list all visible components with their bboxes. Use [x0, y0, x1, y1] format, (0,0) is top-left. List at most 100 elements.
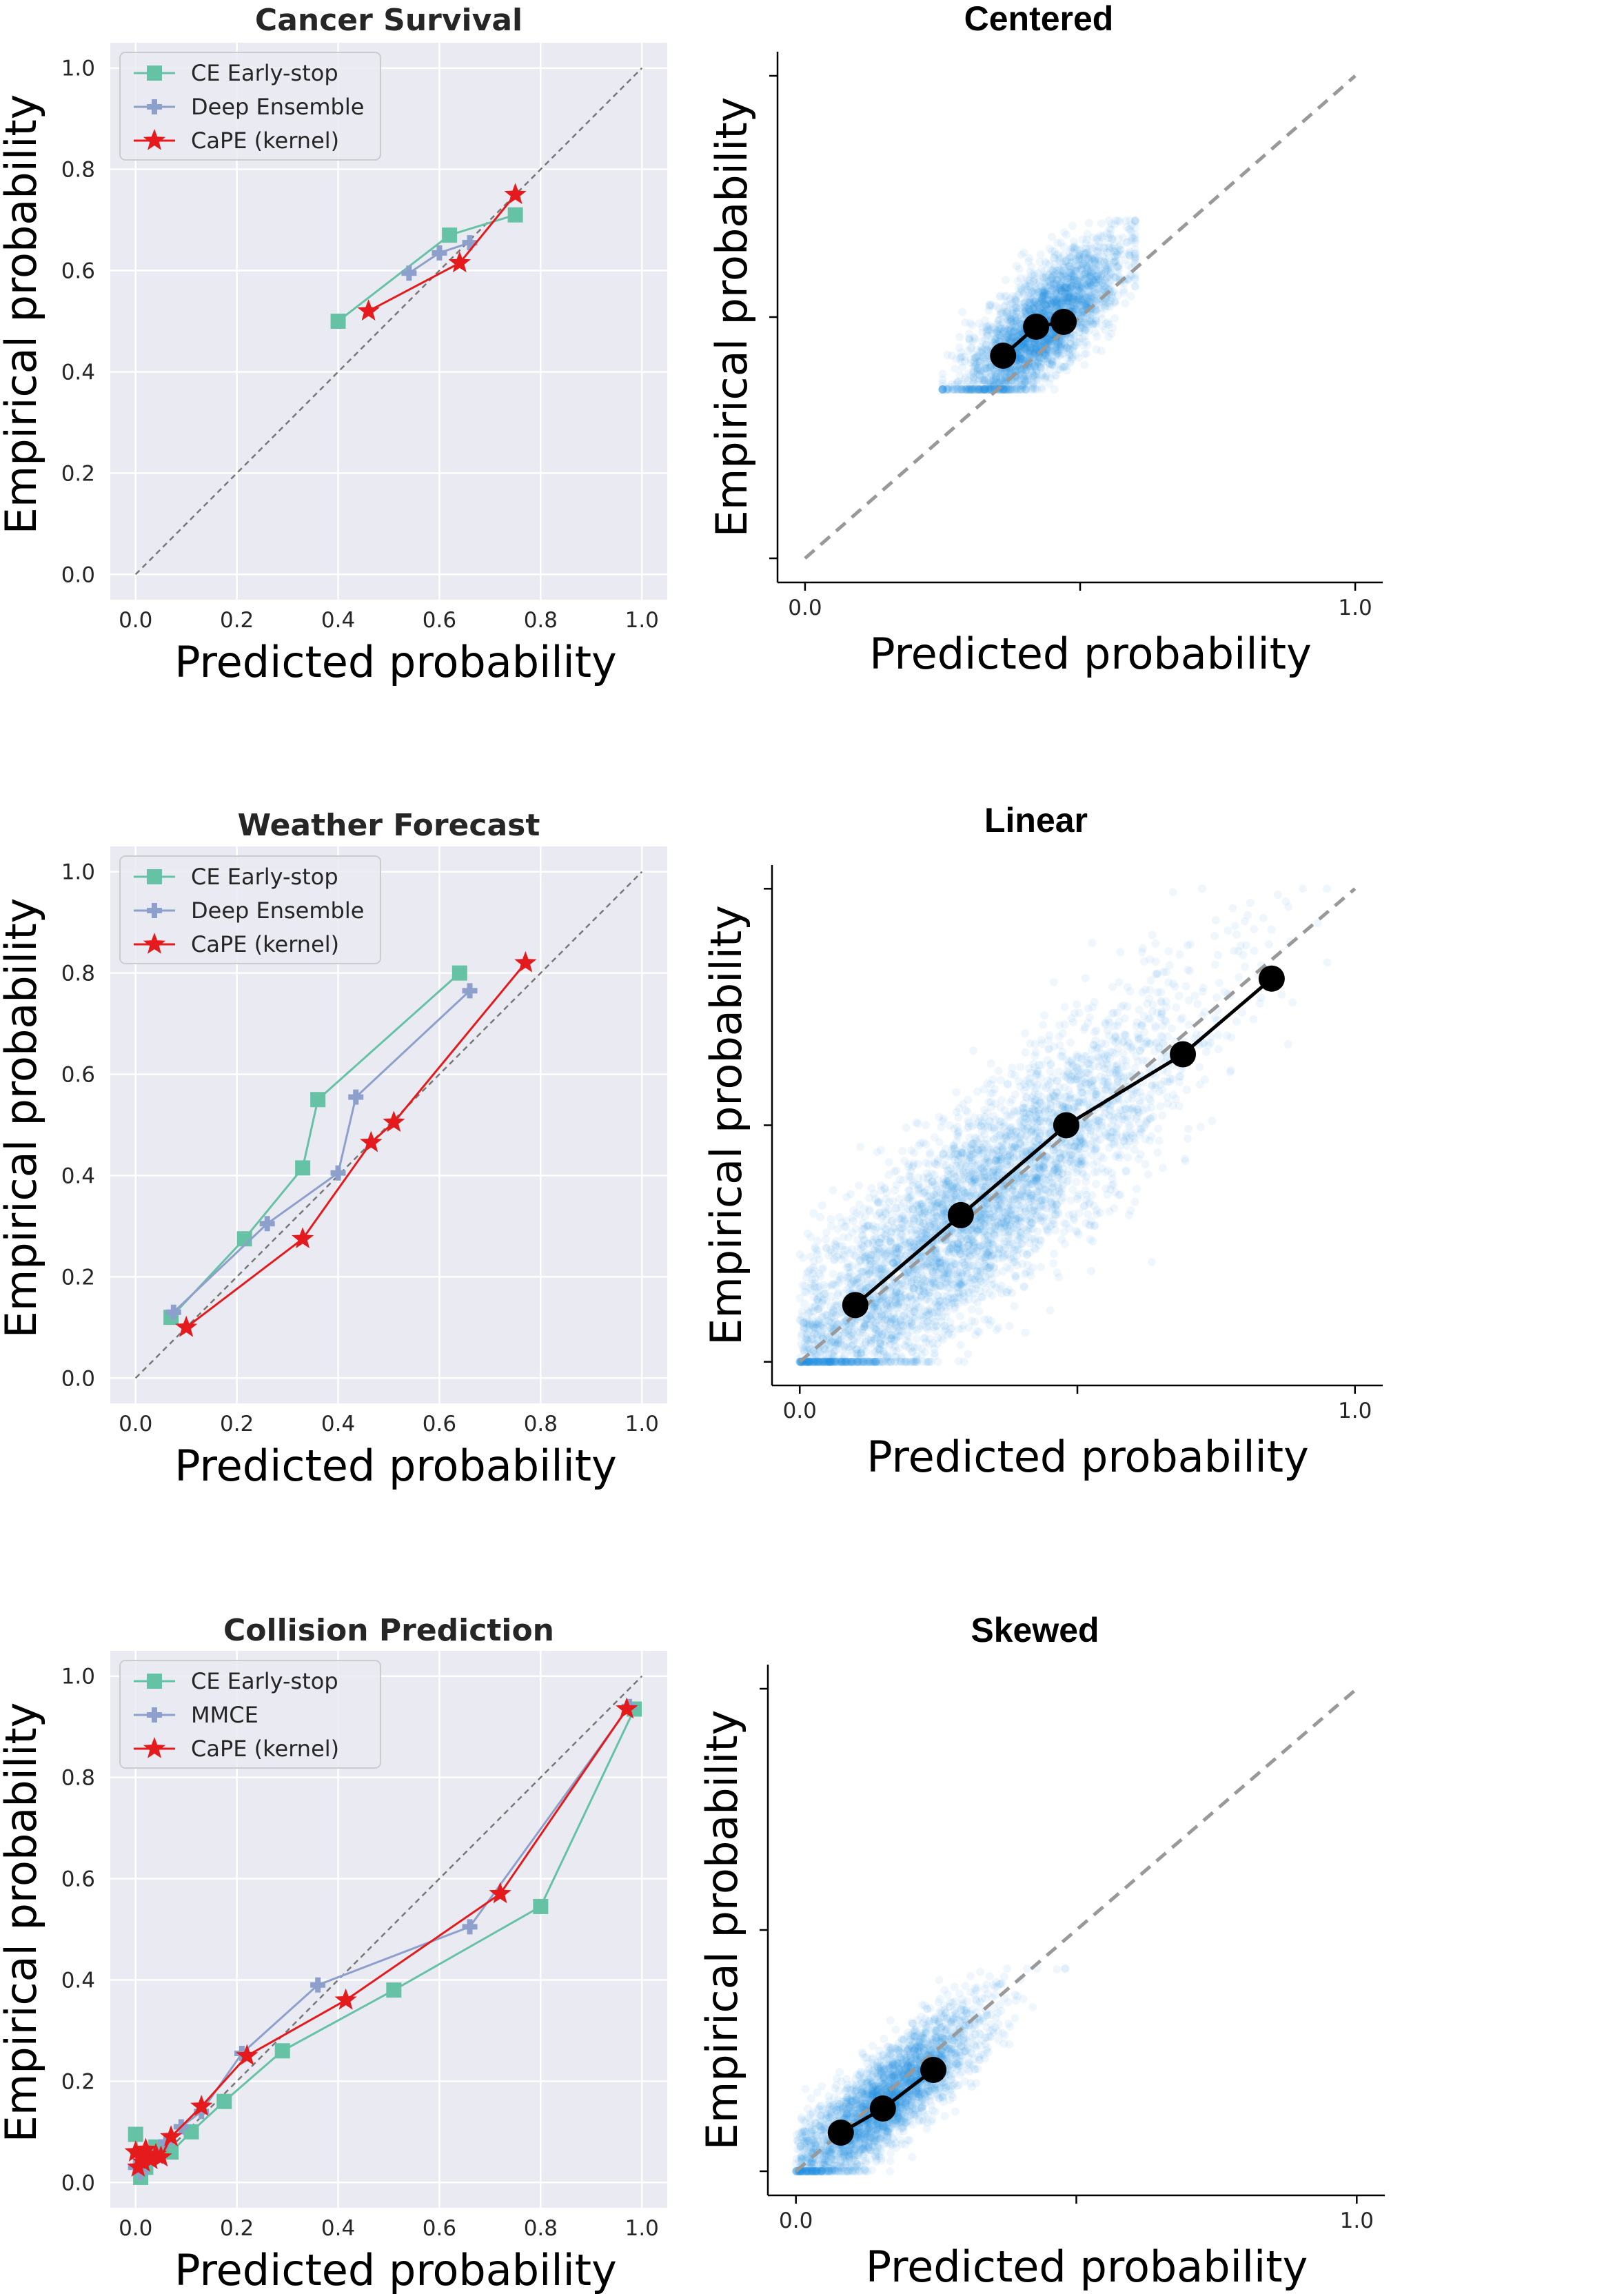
scatter-point: [1013, 276, 1022, 285]
scatter-point: [1037, 385, 1046, 394]
scatter-point: [1072, 281, 1081, 289]
scatter-point: [1046, 281, 1055, 290]
scatter-point: [1075, 274, 1084, 283]
scatter-point: [1052, 338, 1061, 347]
scatter-point: [1055, 253, 1064, 262]
scatter-point: [1062, 294, 1070, 303]
scatter-point: [1098, 297, 1107, 306]
x-axis-label: Predicted probability: [869, 629, 1312, 679]
data-point-plus: [147, 99, 162, 114]
scatter-point: [953, 385, 962, 394]
scatter-point: [1018, 381, 1027, 390]
scatter-point: [1042, 278, 1051, 287]
scatter-point: [1104, 278, 1113, 287]
scatter-point: [981, 364, 990, 373]
scatter-point: [983, 329, 992, 337]
scatter-point: [1077, 273, 1086, 281]
scatter-point: [1035, 292, 1044, 301]
scatter-point: [1122, 223, 1131, 232]
scatter-point: [1053, 295, 1062, 303]
scatter-point: [1031, 349, 1040, 358]
scatter-point: [1055, 254, 1064, 263]
scatter-point: [1016, 1063, 1025, 1071]
scatter-point: [1061, 333, 1070, 342]
scatter-point: [1082, 301, 1090, 309]
scatter-point: [1051, 343, 1060, 352]
scatter-point: [1050, 292, 1059, 301]
scatter-point: [1015, 303, 1024, 312]
scatter-point: [1102, 229, 1111, 238]
scatter-point: [1011, 332, 1020, 341]
scatter-point: [1108, 235, 1117, 244]
scatter-point: [1029, 287, 1038, 296]
scatter-point: [1065, 298, 1074, 307]
scatter-point: [1099, 247, 1108, 256]
scatter-point: [1210, 932, 1219, 941]
data-point-plus: [147, 1707, 162, 1723]
scatter-point: [937, 1123, 946, 1132]
scatter-point: [1016, 385, 1025, 394]
scatter-point: [1182, 1086, 1191, 1094]
scatter-point: [1042, 301, 1050, 309]
scatter-point: [977, 352, 986, 361]
scatter-point: [1013, 377, 1022, 386]
scatter-point: [1048, 357, 1057, 366]
scatter-point: [1020, 303, 1029, 312]
scatter-point: [1064, 272, 1073, 281]
scatter-point: [1040, 267, 1049, 275]
scatter-point: [1046, 335, 1055, 344]
scatter-point: [1032, 365, 1041, 374]
data-point-plus: [462, 983, 478, 999]
scatter-point: [1075, 301, 1084, 310]
calibration-point: [990, 343, 1017, 369]
scatter-point: [1039, 292, 1048, 301]
scatter-point: [1033, 289, 1042, 298]
scatter-point: [1066, 339, 1075, 348]
y-tick-label: 0.8: [61, 962, 95, 986]
scatter-point: [981, 360, 989, 369]
scatter-point: [1124, 276, 1133, 285]
scatter-point: [1013, 361, 1022, 370]
scatter-point: [1036, 250, 1045, 259]
y-tick-label: 0.6: [61, 1063, 95, 1088]
scatter-point: [1052, 300, 1061, 309]
scatter-point: [1043, 372, 1052, 381]
scatter-cloud: [938, 216, 1139, 394]
scatter-point: [1076, 289, 1085, 298]
scatter-point: [943, 385, 952, 394]
scatter-point: [1032, 374, 1041, 383]
scatter-point: [1026, 365, 1035, 373]
x-tick-label: 0.2: [220, 1412, 254, 1436]
scatter-point: [1038, 307, 1047, 316]
data-point-star: [334, 1988, 357, 2010]
scatter-point: [1050, 298, 1058, 307]
scatter-point: [1085, 252, 1094, 260]
scatter-point: [1059, 263, 1068, 272]
x-tick-label: 0.6: [423, 608, 456, 633]
scatter-point: [981, 335, 990, 344]
data-point-square: [386, 1982, 402, 1998]
data-point-star: [150, 2145, 172, 2167]
scatter-point: [1274, 891, 1283, 899]
scatter-point: [1021, 1328, 1030, 1337]
scatter-point: [1038, 297, 1047, 306]
scatter-point: [1215, 979, 1224, 987]
scatter-point: [1008, 337, 1016, 346]
scatter-point: [1048, 232, 1057, 241]
scatter-point: [1004, 307, 1013, 316]
scatter-point: [1059, 243, 1068, 252]
scatter-point: [1018, 347, 1027, 355]
scatter-point: [1031, 340, 1039, 349]
scatter-point: [1075, 277, 1084, 286]
scatter-point: [1093, 295, 1102, 304]
scatter-point: [1064, 289, 1073, 298]
scatter-point: [1006, 325, 1015, 334]
scatter-point: [996, 374, 1005, 383]
scatter-point: [997, 367, 1006, 376]
scatter-point: [1121, 299, 1130, 307]
scatter-point: [1013, 325, 1022, 334]
scatter-point: [1028, 344, 1037, 353]
data-point-star: [616, 1697, 638, 1719]
scatter-point: [1105, 273, 1114, 281]
